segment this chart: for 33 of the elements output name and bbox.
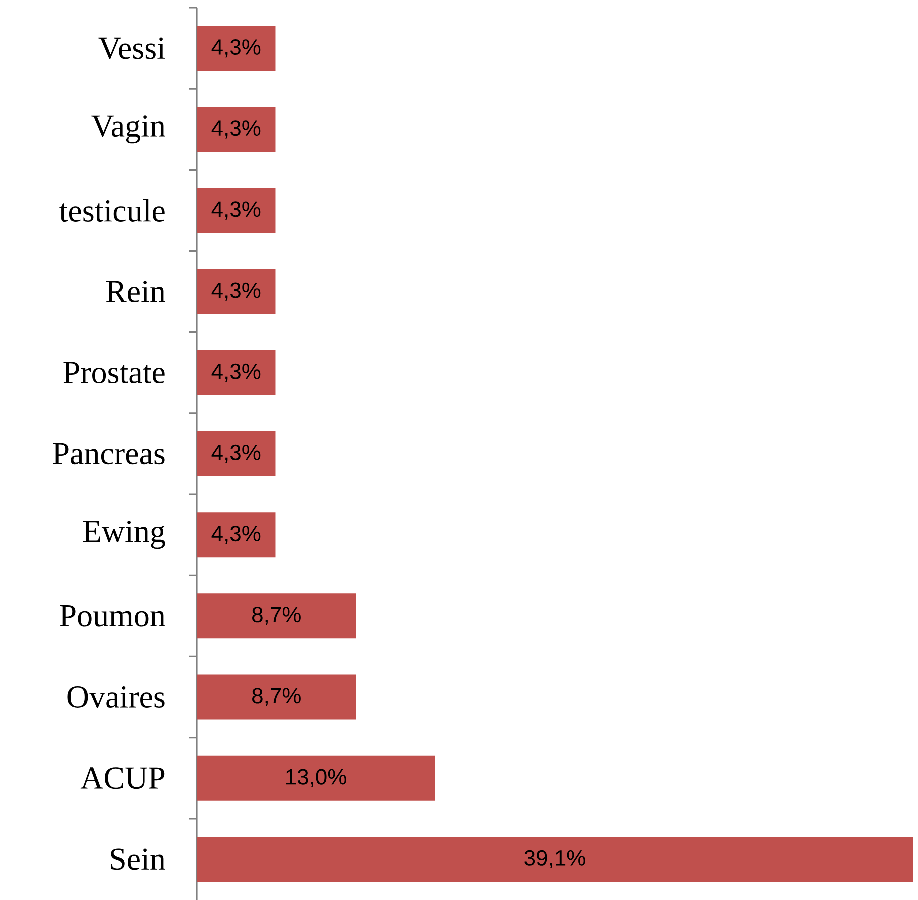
data-label: 4,3%: [212, 282, 261, 301]
y-tick-label: Pancreas: [53, 443, 165, 465]
y-tick-label: Ovaires: [68, 686, 165, 708]
y-tick-label: Prostate: [64, 362, 165, 384]
data-label: 8,7%: [252, 607, 301, 626]
data-label: 4,3%: [212, 39, 261, 58]
data-label: 4,3%: [212, 120, 261, 139]
bar: [197, 188, 276, 234]
data-label: 4,3%: [212, 526, 261, 544]
data-label: 4,3%: [212, 202, 261, 220]
data-label: 8,7%: [252, 688, 301, 706]
bar: [197, 594, 356, 639]
y-tick-label: Rein: [106, 281, 166, 303]
bar: [197, 836, 913, 882]
bar: [197, 674, 356, 720]
y-tick-label: testicule: [60, 199, 165, 222]
y-tick-label: Vagin: [92, 116, 166, 144]
data-label: 39,1%: [524, 850, 586, 869]
bar: [197, 269, 276, 314]
y-tick-label: Vessi: [98, 38, 166, 60]
y-tick-label: Sein: [111, 848, 166, 870]
bar: [197, 756, 436, 801]
data-label: 4,3%: [212, 364, 261, 382]
data-label: 4,3%: [212, 444, 261, 464]
data-label: 13,0%: [286, 769, 346, 788]
y-tick-label: Ewing: [83, 521, 166, 550]
y-tick-label: ACUP: [80, 768, 165, 790]
bar: [197, 431, 276, 476]
bar: [197, 350, 276, 396]
bar: [197, 26, 276, 72]
y-tick-label: Poumon: [60, 606, 166, 627]
bar: [197, 512, 276, 558]
bar: [197, 107, 276, 152]
